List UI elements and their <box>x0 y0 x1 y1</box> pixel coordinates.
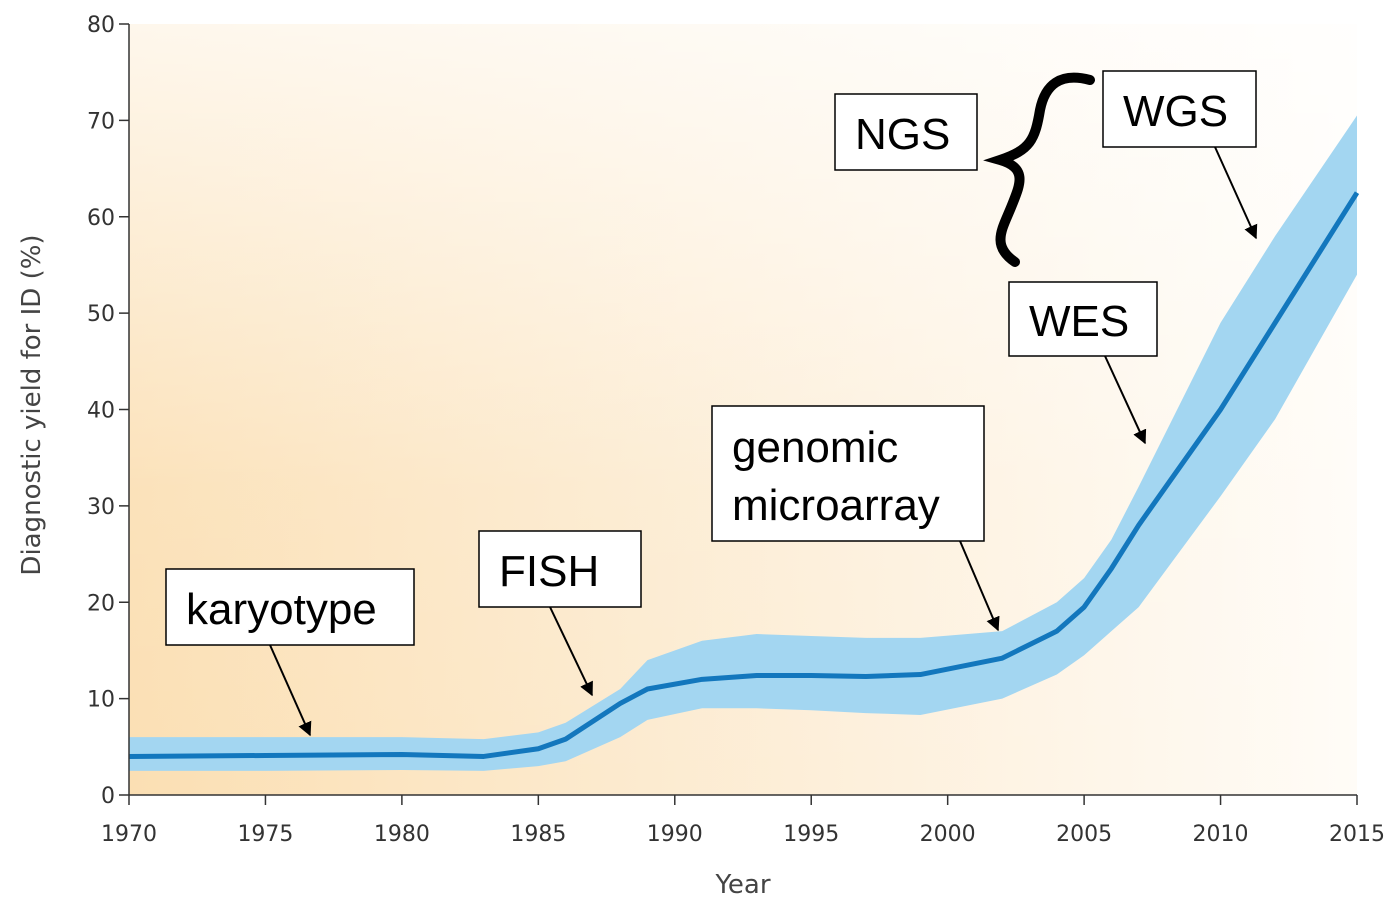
annotation-arrow <box>1214 146 1258 240</box>
y-axis-label: Diagnostic yield for ID (%) <box>17 234 47 575</box>
brace <box>983 72 1095 267</box>
annotation-text: genomic <box>732 423 898 472</box>
annotation-box <box>1008 281 1158 357</box>
x-axis-label: Year <box>714 870 770 900</box>
annotation-text: NGS <box>855 110 950 159</box>
y-tick-label: 80 <box>87 13 115 38</box>
annotation-arrow <box>959 540 1000 632</box>
y-tick-label: 30 <box>87 495 115 520</box>
annotation-text: WES <box>1029 297 1129 346</box>
x-tick-label: 1970 <box>101 822 157 847</box>
annotation-text: FISH <box>499 547 599 596</box>
y-tick-label: 50 <box>87 302 115 327</box>
annotation-box <box>478 530 642 608</box>
y-tick-label: 40 <box>87 399 115 424</box>
annotation-arrow <box>549 606 593 697</box>
annotation-arrow <box>1104 355 1147 445</box>
y-tick-label: 20 <box>87 591 115 616</box>
x-tick-label: 1980 <box>374 822 430 847</box>
annotation-text: WGS <box>1123 87 1228 136</box>
line <box>128 191 1360 759</box>
annotation-box <box>1102 70 1257 148</box>
y-tick-label: 0 <box>101 784 115 809</box>
x-tick-label: 2000 <box>920 822 976 847</box>
annotation-arrow <box>269 644 312 737</box>
annotation-box <box>165 568 415 646</box>
x-tick-label: 1990 <box>647 822 703 847</box>
x-tick-label: 2010 <box>1193 822 1249 847</box>
y-tick-label: 10 <box>87 688 115 713</box>
y-tick-label: 70 <box>87 109 115 134</box>
x-tick-label: 1975 <box>237 822 293 847</box>
annotation-box <box>711 405 985 542</box>
x-tick-label: 2005 <box>1056 822 1112 847</box>
x-tick-label: 1995 <box>783 822 839 847</box>
y-tick-label: 60 <box>87 206 115 231</box>
annotation-text: microarray <box>732 481 940 530</box>
x-tick-label: 1985 <box>510 822 566 847</box>
annotation-box <box>834 93 978 171</box>
confidence-band <box>129 115 1357 771</box>
x-tick-label: 2015 <box>1329 822 1385 847</box>
annotation-text: karyotype <box>186 585 377 634</box>
